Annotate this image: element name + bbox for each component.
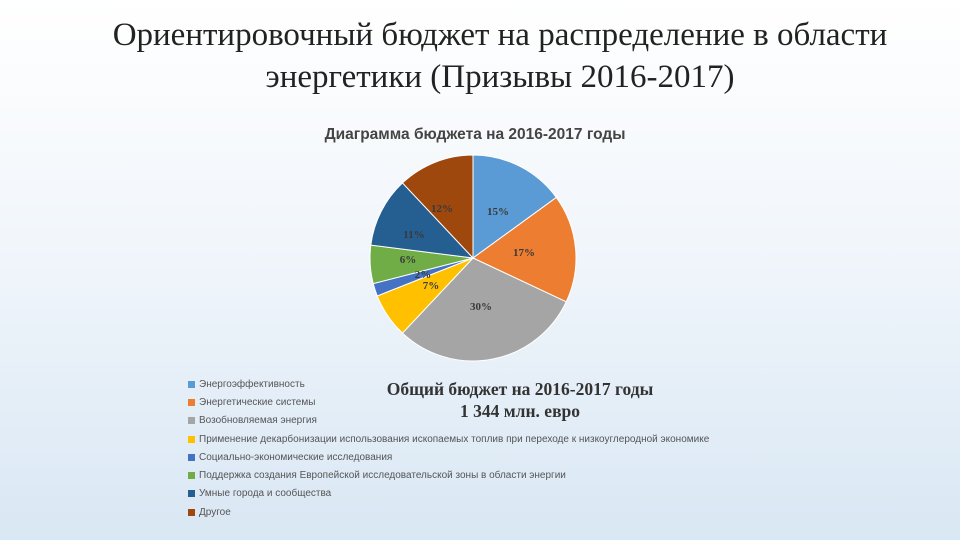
- data-label-1: 15%: [487, 206, 509, 218]
- legend-item-3: Возобновляемая энергия: [188, 412, 788, 430]
- legend-swatch: [188, 472, 195, 480]
- legend-label: Возобновляемая энергия: [199, 415, 317, 427]
- pie-slice-2: [472, 196, 577, 303]
- pie-slice-3: [401, 257, 567, 362]
- legend-item-6: Поддержка создания Европейской исследова…: [188, 466, 788, 484]
- slide-title: Ориентировочный бюджет на распределение …: [40, 14, 960, 98]
- total-budget-box: Общий бюджет на 2016-2017 годы 1 344 млн…: [340, 378, 700, 422]
- legend-swatch: [188, 417, 195, 425]
- pie-slice-7: [370, 182, 475, 259]
- legend-item-1: Энергоэффективность: [188, 375, 788, 393]
- chart-title: Диаграмма бюджета на 2016-2017 годы: [324, 126, 626, 143]
- legend-swatch: [188, 380, 195, 388]
- total-budget-title: Общий бюджет на 2016-2017 годы: [386, 379, 654, 399]
- legend-label: Поддержка создания Европейской исследова…: [199, 470, 566, 482]
- legend-item-2: Энергетические системы: [188, 393, 788, 411]
- data-label-6: 6%: [400, 254, 417, 266]
- legend-label: Социально-экономические исследования: [199, 451, 393, 463]
- legend-label: Энергоэффективность: [199, 378, 305, 390]
- slide-title-line1: Ориентировочный бюджет на распределение …: [112, 17, 888, 53]
- pie-chart: 15% 17% 30% 7%2% 6% 11% 12%: [369, 154, 577, 362]
- legend-item-5: Социально-экономические исследования: [188, 448, 788, 466]
- data-label-4: 7%: [423, 280, 440, 292]
- data-label-3: 30%: [470, 301, 492, 313]
- pie-slice-8: [401, 154, 474, 260]
- data-label-7: 11%: [403, 229, 424, 241]
- slide-title-line2: энергетики (Призывы 2016-2017): [265, 59, 735, 95]
- pie-slice-1: [472, 154, 558, 259]
- data-label-8: 12%: [431, 203, 453, 215]
- legend-swatch: [188, 508, 195, 516]
- data-label-5: 2%: [415, 269, 432, 281]
- legend-swatch: [188, 435, 195, 443]
- legend-label: Энергетические системы: [199, 396, 316, 408]
- legend-label: Другое: [199, 506, 231, 518]
- legend-label: Умные города и сообщества: [199, 488, 332, 500]
- legend-label: Применение декарбонизации использования …: [199, 433, 710, 445]
- data-label-2: 17%: [513, 247, 535, 259]
- legend-item-7: Умные города и сообщества: [188, 485, 788, 503]
- legend-item-4: Применение декарбонизации использования …: [188, 430, 788, 448]
- chart-legend: Энергоэффективность Энергетические систем…: [188, 375, 788, 521]
- total-budget-value: 1 344 млн. евро: [459, 401, 581, 421]
- legend-swatch: [188, 398, 195, 406]
- legend-swatch: [188, 453, 195, 461]
- legend-item-8: Другое: [188, 503, 788, 521]
- legend-swatch: [188, 490, 195, 498]
